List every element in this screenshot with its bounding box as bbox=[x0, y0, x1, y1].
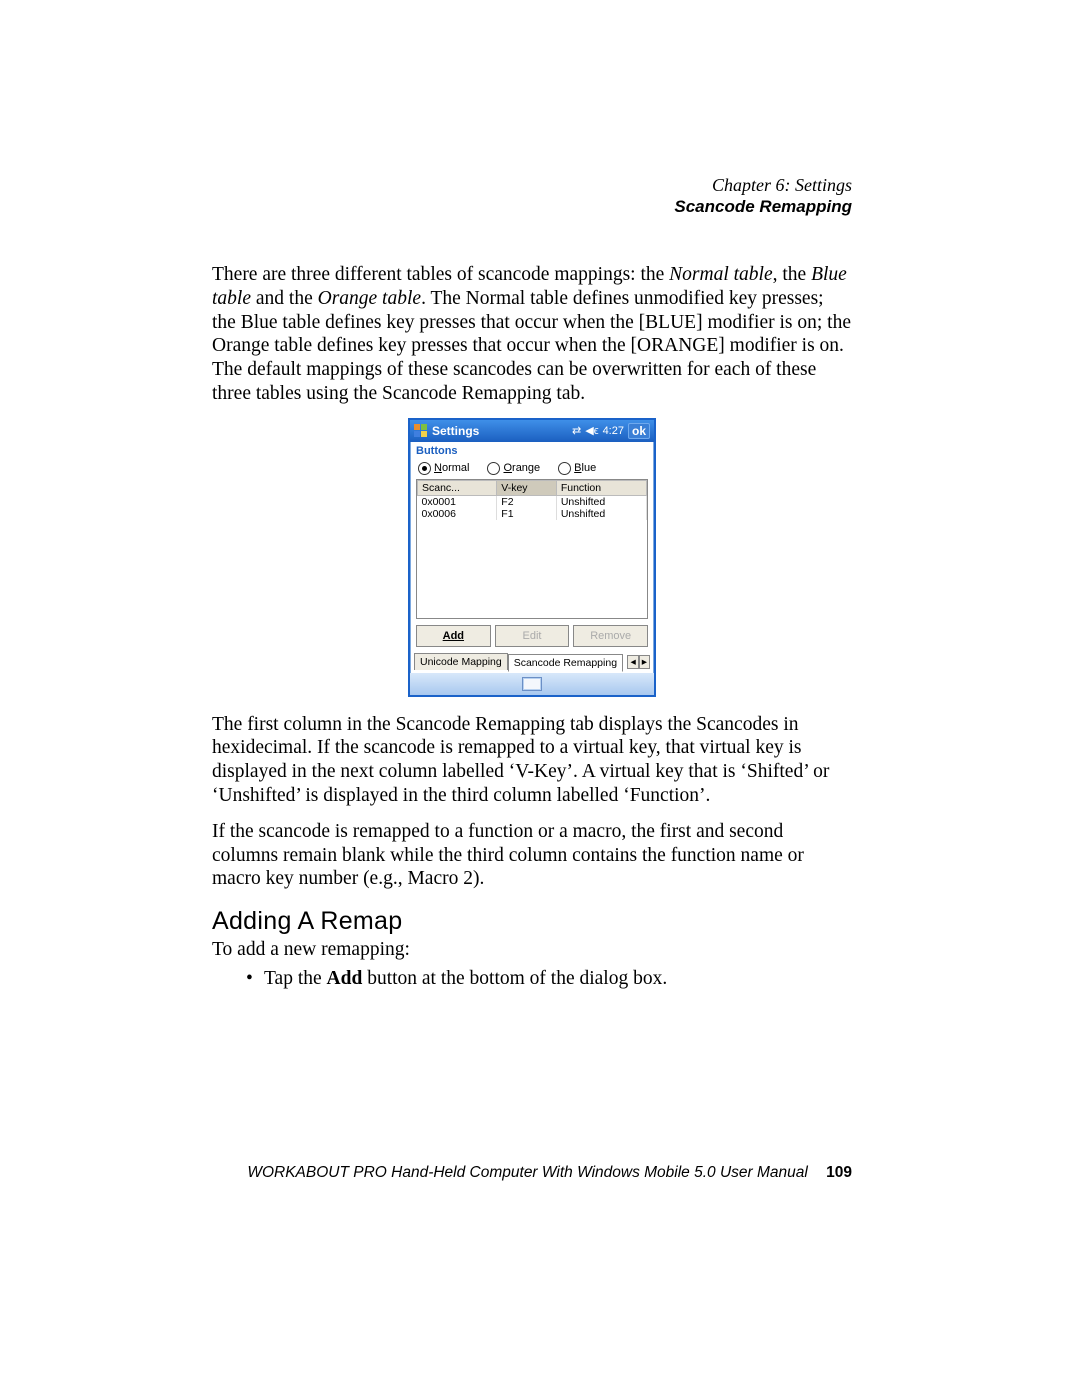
connectivity-icon[interactable]: ⇄ bbox=[572, 424, 581, 437]
table-select-radios: Normal Orange Blue bbox=[410, 460, 654, 479]
scancode-table[interactable]: Scanc... V-key Function 0x0001 F2 Unshif… bbox=[416, 479, 648, 619]
explain-function-macro-paragraph: If the scancode is remapped to a functio… bbox=[212, 820, 852, 891]
section-heading-adding-remap: Adding A Remap bbox=[212, 907, 852, 936]
tab-scancode-remapping[interactable]: Scancode Remapping bbox=[508, 654, 623, 672]
sip-keyboard-icon[interactable] bbox=[522, 677, 542, 691]
radio-normal[interactable]: Normal bbox=[418, 462, 469, 475]
intro-paragraph: There are three different tables of scan… bbox=[212, 263, 852, 406]
start-flag-icon[interactable] bbox=[414, 424, 428, 438]
soft-key-bar bbox=[410, 673, 654, 695]
running-header: Chapter 6: Settings Scancode Remapping bbox=[212, 175, 852, 217]
page-number: 109 bbox=[826, 1164, 852, 1181]
chapter-label: Chapter 6: Settings bbox=[212, 175, 852, 197]
to-add-paragraph: To add a new remapping: bbox=[212, 938, 852, 962]
ok-button[interactable]: ok bbox=[628, 423, 650, 439]
col-scancode[interactable]: Scanc... bbox=[418, 480, 497, 495]
radio-dot-icon bbox=[487, 462, 500, 475]
remove-button[interactable]: Remove bbox=[573, 625, 648, 647]
tab-scroll-left[interactable]: ◂ bbox=[627, 655, 638, 669]
page-footer: WORKABOUT PRO Hand-Held Computer With Wi… bbox=[212, 1164, 852, 1182]
edit-button[interactable]: Edit bbox=[495, 625, 570, 647]
dialog-subtitle: Buttons bbox=[410, 442, 654, 460]
radio-orange[interactable]: Orange bbox=[487, 462, 540, 475]
table-row[interactable]: 0x0006 F1 Unshifted bbox=[418, 508, 647, 520]
title-text: Settings bbox=[432, 424, 568, 438]
radio-dot-icon bbox=[418, 462, 431, 475]
tab-unicode-mapping[interactable]: Unicode Mapping bbox=[414, 653, 508, 670]
explain-columns-paragraph: The first column in the Scancode Remappi… bbox=[212, 713, 852, 808]
tab-scroll-right[interactable]: ▸ bbox=[639, 655, 650, 669]
title-bar: Settings ⇄ ◀ϵ 4:27 ok bbox=[410, 420, 654, 442]
tab-strip: Unicode Mapping Scancode Remapping ◂ ▸ bbox=[410, 653, 654, 673]
col-function[interactable]: Function bbox=[556, 480, 646, 495]
table-row[interactable]: 0x0001 F2 Unshifted bbox=[418, 495, 647, 508]
screenshot-settings-dialog: Settings ⇄ ◀ϵ 4:27 ok Buttons Normal Ora… bbox=[408, 418, 656, 697]
add-button[interactable]: Add bbox=[416, 625, 491, 647]
clock-text: 4:27 bbox=[603, 425, 624, 437]
radio-blue[interactable]: Blue bbox=[558, 462, 596, 475]
bullet-add: Tap the Add button at the bottom of the … bbox=[246, 966, 852, 991]
footer-manual-title: WORKABOUT PRO Hand-Held Computer With Wi… bbox=[247, 1164, 807, 1181]
col-vkey[interactable]: V-key bbox=[497, 480, 557, 495]
section-label: Scancode Remapping bbox=[212, 197, 852, 217]
radio-dot-icon bbox=[558, 462, 571, 475]
speaker-icon[interactable]: ◀ϵ bbox=[585, 424, 598, 437]
